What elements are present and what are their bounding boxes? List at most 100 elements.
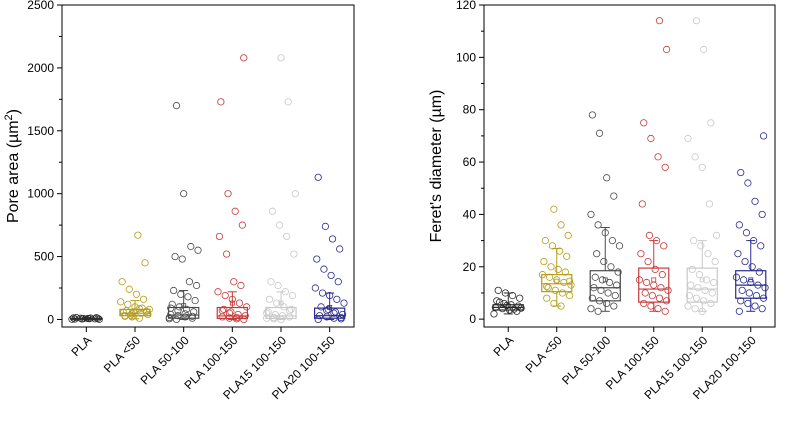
feret-diameter-y-ticks: 0 20 40 60 80 100 120 [456,0,484,326]
feret-diameter-point-pla-lt50 [548,264,554,270]
feret-diameter-point-pla-lt50 [559,290,565,296]
pore-area-y-tick-label: 1000 [27,187,54,201]
pore-area-point-pla15-100-150 [286,307,292,313]
feret-diameter-point-pla-lt50 [566,292,572,298]
feret-diameter-point-pla20-100-150 [735,250,741,256]
pore-area-point-pla-50-100 [172,253,178,259]
feret-diameter-point-pla-50-100 [588,211,594,217]
feret-diameter-point-pla-100-150 [649,292,655,298]
feret-diameter-point-pla [495,287,501,293]
pore-area-point-pla-50-100 [195,247,201,253]
pore-area-category-label-pla: PLA [69,333,95,359]
feret-diameter-point-pla-100-150 [639,201,645,207]
feret-diameter-point-pla15-100-150 [706,201,712,207]
pore-area-point-pla-100-150 [243,304,249,310]
feret-diameter-mean-pla-100-150 [652,278,656,282]
feret-diameter-point-pla20-100-150 [752,303,758,309]
pore-area-point-pla-50-100 [169,301,175,307]
pore-area-point-pla15-100-150 [275,282,281,288]
feret-diameter-point-pla15-100-150 [705,250,711,256]
pore-area-point-pla15-100-150 [268,279,274,285]
pore-area-point-pla-lt50 [140,296,146,302]
feret-diameter-point-pla-50-100 [592,274,598,280]
figure: 05001000150020002500 PLA PLA <50PLA 50-10… [0,0,787,424]
feret-diameter-y-tick-label: 0 [469,312,476,326]
feret-diameter-point-pla15-100-150 [710,279,716,285]
feret-diameter-point-pla-100-150 [648,135,654,141]
feret-diameter-y-tick-label: 20 [463,260,477,274]
feret-diameter-point-pla20-100-150 [742,258,748,264]
pore-area-y-tick-label: 2000 [27,61,54,75]
feret-diameter-point-pla-50-100 [612,292,618,298]
feret-diameter-point-pla15-100-150 [713,232,719,238]
pore-area-point-pla20-100-150 [315,174,321,180]
feret-diameter-point-pla-lt50 [551,206,557,212]
feret-diameter-point-pla15-100-150 [700,298,706,304]
feret-diameter-point-pla-lt50 [544,295,550,301]
feret-diameter-point-pla-50-100 [601,258,607,264]
feret-diameter-point-pla20-100-150 [759,211,765,217]
pore-area-point-pla-lt50 [117,299,123,305]
feret-diameter-point-pla-100-150 [655,154,661,160]
feret-diameter-point-pla15-100-150 [689,266,695,272]
pore-area-point-pla20-100-150 [328,272,334,278]
feret-diameter-y-tick-label: 60 [463,155,477,169]
feret-diameter-point-pla15-100-150 [709,290,715,296]
feret-diameter-point-pla-50-100 [611,303,617,309]
pore-area-y-ticks: 0 500 1000 1500 2000 2500 [27,0,62,326]
feret-diameter-point-pla-50-100 [593,250,599,256]
pore-area-point-pla-100-150 [215,289,221,295]
pore-area-point-pla15-100-150 [278,55,284,61]
pore-area-point-pla-100-150 [232,208,238,214]
pore-area-point-pla20-100-150 [318,304,324,310]
feret-diameter-point-pla-100-150 [656,295,662,301]
pore-area-point-pla20-100-150 [329,236,335,242]
feret-diameter-point-pla-100-150 [652,266,658,272]
pore-area-point-pla-100-150 [223,251,229,257]
feret-diameter-point-pla-100-150 [638,250,644,256]
pore-area-point-pla-lt50 [133,291,139,297]
feret-diameter-point-pla-50-100 [595,222,601,228]
pore-area-point-pla20-100-150 [321,266,327,272]
feret-diameter-category-label-pla-lt50: PLA <50 [523,333,565,375]
pore-area-y-tick-label: 1500 [27,124,54,138]
feret-diameter-point-pla-lt50 [552,287,558,293]
pore-area-point-pla20-100-150 [312,285,318,291]
pore-area-point-pla-100-150 [218,99,224,105]
feret-diameter-point-pla-lt50 [542,237,548,243]
pore-area-point-pla20-100-150 [319,290,325,296]
pore-area-y-tick-label: 500 [34,250,54,264]
feret-diameter-point-pla15-100-150 [685,135,691,141]
pore-area-point-pla-100-150 [239,222,245,228]
feret-diameter-y-tick-label: 80 [463,103,477,117]
feret-diameter-point-pla15-100-150 [700,46,706,52]
pore-area-point-pla-50-100 [188,243,194,249]
pore-area-point-pla20-100-150 [335,279,341,285]
feret-diameter-point-pla-lt50 [545,285,551,291]
pore-area-point-pla-50-100 [173,102,179,108]
pore-area-point-pla15-100-150 [284,233,290,239]
feret-diameter-point-pla15-100-150 [698,243,704,249]
feret-diameter-point-pla15-100-150 [708,300,714,306]
pore-area-point-pla15-100-150 [281,304,287,310]
pore-area-category-label-pla-lt50: PLA <50 [101,333,143,375]
feret-diameter-point-pla20-100-150 [743,230,749,236]
pore-area-point-pla15-100-150 [276,222,282,228]
feret-diameter-point-pla15-100-150 [692,305,698,311]
feret-diameter-point-pla-100-150 [662,308,668,314]
feret-diameter-point-pla-50-100 [589,112,595,118]
pore-area-point-pla-50-100 [180,190,186,196]
feret-diameter-point-pla-lt50 [541,258,547,264]
pore-area-point-pla15-100-150 [291,251,297,257]
feret-diameter-point-pla-lt50 [565,232,571,238]
feret-diameter-point-pla20-100-150 [746,290,752,296]
pore-area-point-pla-100-150 [241,55,247,61]
feret-diameter-point-pla-50-100 [609,237,615,243]
feret-diameter-point-pla20-100-150 [738,169,744,175]
pore-area-point-pla-lt50 [119,279,125,285]
feret-diameter-point-pla-100-150 [665,287,671,293]
feret-diameter-point-pla15-100-150 [712,258,718,264]
feret-diameter-y-tick-label: 120 [456,0,476,12]
feret-diameter-point-pla-50-100 [608,264,614,270]
pore-area-y-axis-title: Pore area (µm2) [3,109,22,223]
